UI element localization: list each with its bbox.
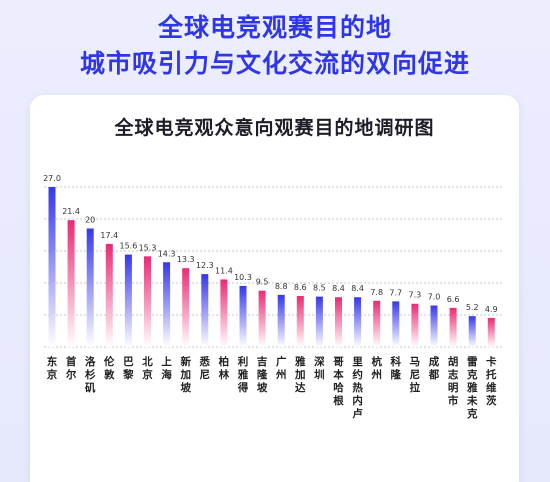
bar <box>487 317 495 347</box>
bar <box>105 243 113 347</box>
category-label: 上海 <box>161 355 172 381</box>
bar <box>411 303 419 347</box>
value-label: 7.7 <box>389 288 402 297</box>
value-label: 8.4 <box>351 284 364 293</box>
category-label: 雅加达 <box>294 355 306 394</box>
bar <box>182 268 190 347</box>
category-label: 巴黎 <box>122 356 134 381</box>
category-label: 伦敦 <box>103 355 115 381</box>
value-label: 27.0 <box>43 174 61 183</box>
value-label: 7.0 <box>428 293 441 302</box>
category-label: 哥本哈根 <box>333 356 344 407</box>
bar <box>220 279 228 347</box>
bar <box>67 220 75 347</box>
bar <box>315 296 323 347</box>
category-label: 胡志明市 <box>448 355 459 407</box>
value-label: 11.4 <box>215 266 233 275</box>
headline-line-1: 全球电竞观赛目的地 <box>157 13 392 42</box>
category-label: 首尔 <box>65 355 77 381</box>
value-label: 8.4 <box>332 284 345 293</box>
bar <box>86 228 94 347</box>
category-label: 深圳 <box>314 355 325 381</box>
category-label: 利雅得 <box>237 355 249 394</box>
bar <box>335 297 342 347</box>
chart-card: 全球电竞观众意向观赛目的地调研图 27.0 21.4 20 17.4 15.6 15.3 1… <box>30 95 519 482</box>
value-label: 4.9 <box>485 305 498 314</box>
bar <box>468 316 476 347</box>
category-label: 悉尼 <box>199 355 211 381</box>
category-label: 新加坡 <box>179 355 191 394</box>
bar <box>354 297 362 347</box>
category-label: 卡托维茨 <box>486 355 497 407</box>
value-label: 15.6 <box>119 242 137 251</box>
value-label: 8.6 <box>294 283 307 292</box>
bar <box>430 305 438 347</box>
bar <box>48 187 56 347</box>
value-label: 14.3 <box>158 249 176 258</box>
bar-chart: 27.0 21.4 20 17.415.6 15.314.313.312.311.410… <box>43 174 504 420</box>
value-label: 9.5 <box>256 278 269 287</box>
value-label: 15.3 <box>139 243 157 252</box>
bar <box>373 300 381 347</box>
bar <box>392 301 400 347</box>
category-label: 雷克雅未克 <box>466 356 478 420</box>
category-label: 北京 <box>142 355 153 381</box>
value-label: 17.4 <box>100 231 118 240</box>
headline-line-2: 城市吸引力与文化交流的双向促进 <box>79 49 470 78</box>
value-label: 6.6 <box>447 295 460 304</box>
bar <box>239 285 247 347</box>
bar <box>124 254 132 347</box>
bar <box>296 296 304 347</box>
category-label: 洛杉矶 <box>85 355 96 394</box>
bar <box>201 274 209 347</box>
category-label: 广州 <box>275 355 287 381</box>
bar <box>163 262 171 347</box>
value-label: 21.4 <box>62 207 80 216</box>
value-label: 8.5 <box>313 284 326 293</box>
value-label: 10.3 <box>234 273 252 282</box>
value-label: 5.2 <box>466 303 479 312</box>
bar <box>144 256 151 347</box>
chart-title: 全球电竞观众意向观赛目的地调研图 <box>114 117 435 139</box>
bar <box>258 290 266 347</box>
category-label: 成都 <box>428 355 440 381</box>
value-label: 20 <box>85 215 95 224</box>
category-label: 东京 <box>47 355 58 381</box>
bar <box>277 294 285 347</box>
value-label: 12.3 <box>196 261 214 270</box>
value-label: 7.3 <box>409 291 422 300</box>
bar <box>449 307 457 347</box>
category-label: 马尼拉 <box>410 356 421 394</box>
category-label: 里约热内卢 <box>352 356 363 420</box>
value-label: 8.8 <box>275 282 288 291</box>
category-label: 科隆 <box>391 355 402 381</box>
value-label: 13.3 <box>177 255 195 264</box>
value-label: 7.8 <box>370 288 383 297</box>
category-label: 杭州 <box>370 355 382 381</box>
category-label: 吉隆坡 <box>257 355 268 394</box>
category-label: 柏林 <box>219 355 230 381</box>
